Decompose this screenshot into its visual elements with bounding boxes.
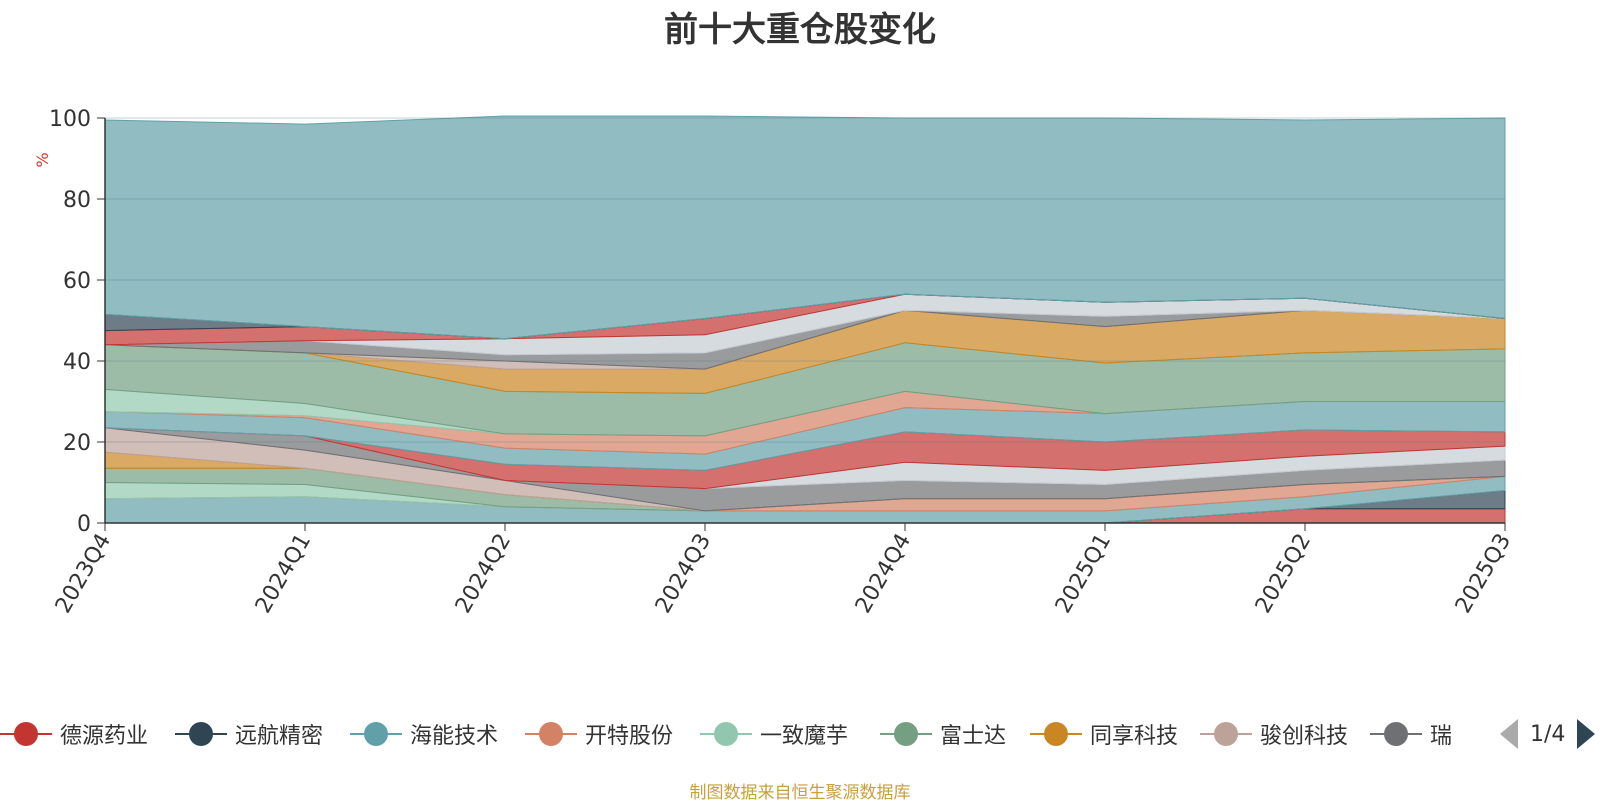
x-tick-label-1: 2024Q1 bbox=[251, 530, 316, 618]
y-axis-unit-label: % bbox=[33, 152, 52, 167]
legend-label: 同享科技 bbox=[1090, 724, 1179, 749]
legend-label: 开特股份 bbox=[585, 724, 674, 749]
legend-marker-icon bbox=[525, 722, 577, 746]
y-tick-label-1: 20 bbox=[63, 431, 91, 456]
x-tick-label-2: 2024Q2 bbox=[451, 530, 516, 618]
y-tick-group: 0 20 40 60 80 100 bbox=[49, 107, 105, 537]
legend-item-4[interactable]: 一致魔芋 bbox=[700, 716, 848, 752]
legend-item-3[interactable]: 开特股份 bbox=[525, 716, 673, 752]
legend-marker-icon bbox=[0, 722, 52, 746]
legend-label: 德源药业 bbox=[60, 724, 149, 749]
legend-label: 瑞 bbox=[1430, 724, 1453, 749]
legend: 德源药业 远航精密 海能技术 开特股份 一致魔芋 富士达 同享科技 骏创科技 瑞 bbox=[0, 716, 1480, 752]
legend-item-5[interactable]: 富士达 bbox=[880, 716, 1006, 752]
legend-next-arrow-icon[interactable] bbox=[1577, 719, 1596, 749]
chart-title: 前十大重仓股变化 bbox=[664, 10, 936, 50]
x-tick-label-4: 2024Q4 bbox=[851, 530, 916, 618]
legend-marker-icon bbox=[1200, 722, 1252, 746]
legend-item-2[interactable]: 海能技术 bbox=[350, 716, 498, 752]
source-note: 制图数据来自恒生聚源数据库 bbox=[689, 783, 911, 803]
legend-item-0[interactable]: 德源药业 bbox=[0, 716, 148, 752]
legend-page-indicator: 1/4 bbox=[1530, 721, 1566, 747]
legend-item-1[interactable]: 远航精密 bbox=[175, 716, 323, 752]
legend-marker-icon bbox=[880, 722, 932, 746]
grid-lines bbox=[105, 117, 1505, 443]
legend-item-7[interactable]: 骏创科技 bbox=[1200, 716, 1348, 752]
area-series-21[interactable] bbox=[104, 115, 1506, 340]
y-tick-label-4: 80 bbox=[63, 188, 91, 213]
y-tick-label-3: 60 bbox=[63, 269, 91, 294]
legend-label: 海能技术 bbox=[410, 724, 499, 749]
legend-pager: 1/4 bbox=[1500, 716, 1596, 752]
legend-marker-icon bbox=[1370, 722, 1422, 746]
x-tick-label-5: 2025Q1 bbox=[1051, 530, 1116, 618]
y-tick-label-5: 100 bbox=[49, 107, 91, 132]
legend-prev-arrow-icon[interactable] bbox=[1500, 719, 1518, 749]
x-tick-label-6: 2025Q2 bbox=[1251, 530, 1316, 618]
y-tick-label-2: 40 bbox=[63, 350, 91, 375]
x-tick-group: 2023Q4 2024Q1 2024Q2 2024Q3 2024Q4 2025Q1 2025… bbox=[51, 523, 1516, 618]
legend-marker-icon bbox=[175, 722, 227, 746]
legend-label: 一致魔芋 bbox=[760, 724, 849, 749]
legend-item-6[interactable]: 同享科技 bbox=[1030, 716, 1178, 752]
legend-marker-icon bbox=[1030, 722, 1082, 746]
legend-marker-icon bbox=[700, 722, 752, 746]
area-series-group bbox=[104, 115, 1506, 524]
legend-item-8[interactable]: 瑞 bbox=[1370, 716, 1452, 752]
y-tick-label-0: 0 bbox=[77, 512, 91, 537]
x-tick-label-0: 2023Q4 bbox=[51, 530, 116, 618]
legend-label: 骏创科技 bbox=[1260, 724, 1349, 749]
axes bbox=[104, 118, 1505, 524]
legend-label: 远航精密 bbox=[235, 724, 324, 749]
legend-marker-icon bbox=[350, 722, 402, 746]
legend-label: 富士达 bbox=[940, 724, 1007, 749]
x-tick-label-3: 2024Q3 bbox=[651, 530, 716, 618]
x-tick-label-7: 2025Q3 bbox=[1451, 530, 1516, 618]
